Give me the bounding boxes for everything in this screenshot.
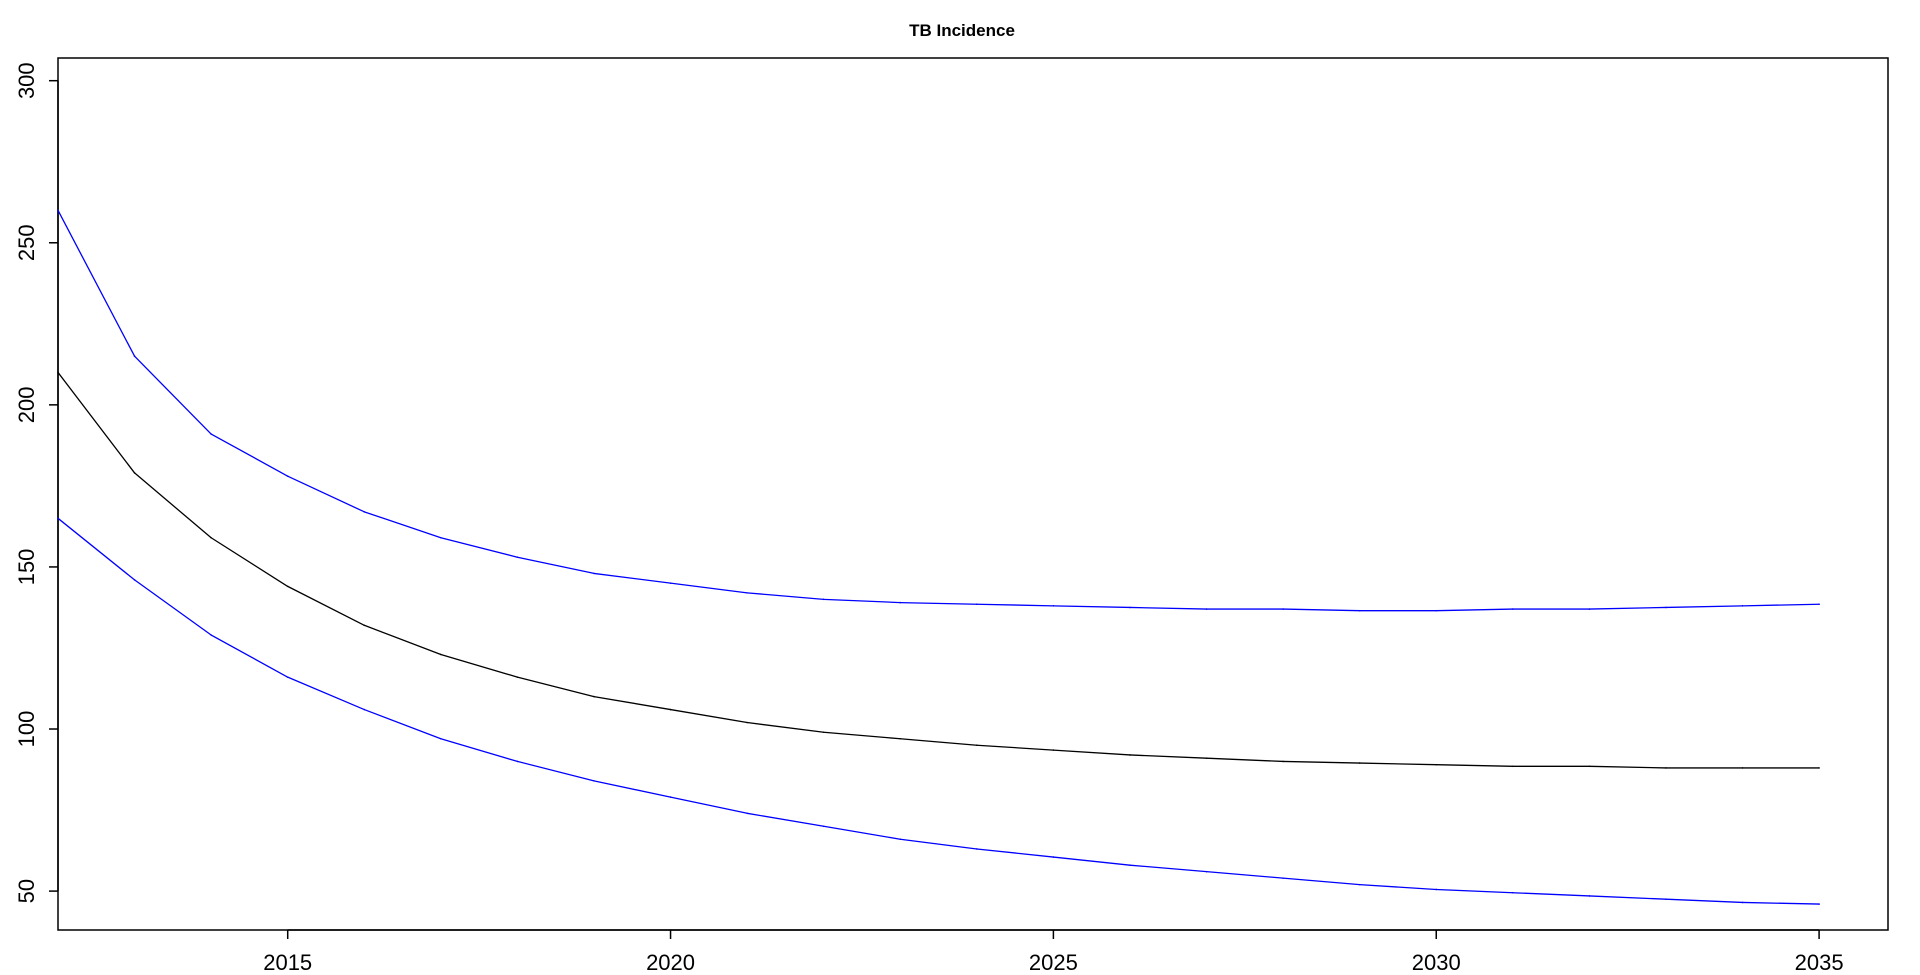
chart-title: TB Incidence xyxy=(909,21,1015,40)
y-tick-label: 200 xyxy=(14,386,39,423)
series-3-point xyxy=(1512,891,1514,894)
series-3-point xyxy=(1358,883,1361,886)
series-1-point xyxy=(669,582,672,584)
series-3-point xyxy=(822,825,825,828)
x-tick-label: 2020 xyxy=(646,950,695,975)
series-1-point xyxy=(976,603,978,606)
series-1-point xyxy=(1129,606,1131,609)
series-1-point xyxy=(1358,609,1361,612)
series-3-point xyxy=(516,760,519,763)
series-1-point xyxy=(1205,608,1208,610)
series-1-point xyxy=(516,556,519,559)
series-1-point xyxy=(1052,605,1055,607)
series-1-point xyxy=(57,209,59,212)
series-2-point xyxy=(516,676,519,678)
series-3-point xyxy=(1818,903,1820,905)
series-2-point xyxy=(746,721,748,724)
series-3-point xyxy=(976,848,978,850)
series-2-point xyxy=(822,731,825,734)
series-line-2 xyxy=(57,372,1820,769)
series-3-point xyxy=(57,517,59,520)
series-3-point xyxy=(1282,877,1284,879)
series-3-point xyxy=(899,838,902,841)
series-2-point xyxy=(1512,765,1514,768)
series-1-point xyxy=(363,511,366,513)
series-2-point xyxy=(57,371,59,374)
series-2-point xyxy=(1741,767,1744,769)
x-tick-label: 2025 xyxy=(1029,950,1078,975)
series-3-point xyxy=(1129,864,1131,866)
series-2-point xyxy=(363,624,366,627)
series-3-point xyxy=(593,780,595,782)
series-2-point xyxy=(1358,762,1361,764)
series-2-point xyxy=(1588,765,1591,768)
series-2-point xyxy=(593,695,595,698)
series-2-point xyxy=(1665,767,1667,769)
series-2-point xyxy=(976,744,978,747)
x-tick-label: 2035 xyxy=(1795,950,1844,975)
series-2-point xyxy=(286,585,289,588)
series-3-point xyxy=(1205,870,1208,873)
series-3-point xyxy=(440,737,442,740)
y-tick-label: 50 xyxy=(14,879,39,903)
y-axis: 50 100 150 200 250 300 xyxy=(14,62,59,903)
series-3-point xyxy=(669,796,672,798)
series-3-point xyxy=(1665,898,1667,901)
series-2-point xyxy=(1282,760,1284,763)
series-2-point xyxy=(1129,754,1131,756)
series-2-point xyxy=(1435,763,1438,766)
series-line-1 xyxy=(57,210,1820,612)
y-tick-label: 150 xyxy=(14,549,39,586)
series-3-point xyxy=(1588,895,1591,897)
series-1-point xyxy=(1588,608,1591,610)
y-tick-label: 300 xyxy=(14,62,39,99)
y-tick-label: 100 xyxy=(14,711,39,748)
series-3-point xyxy=(746,812,748,815)
series-2-point xyxy=(210,536,212,539)
series-1-point xyxy=(1741,605,1744,607)
series-1-point xyxy=(440,536,442,539)
series-2-point xyxy=(1818,767,1820,769)
series-3-point xyxy=(1052,856,1055,858)
series-1-point xyxy=(1818,603,1820,606)
series-3-point xyxy=(210,634,212,636)
series-1-point xyxy=(899,601,902,604)
x-tick-label: 2030 xyxy=(1412,950,1461,975)
series-2-point xyxy=(133,472,136,474)
series-2-point xyxy=(1052,749,1055,751)
series-3-point xyxy=(1741,901,1744,904)
y-tick-label: 250 xyxy=(14,224,39,261)
series-1-point xyxy=(286,475,289,477)
series-1-point xyxy=(1282,608,1284,610)
series-3-point xyxy=(286,676,289,678)
series-1-point xyxy=(133,355,136,358)
series-2-point xyxy=(1205,757,1208,759)
x-tick-label: 2015 xyxy=(263,950,312,975)
series-1-point xyxy=(210,433,212,435)
series-1-point xyxy=(1435,609,1438,612)
series-2-point xyxy=(440,653,442,656)
x-axis: 2015 2020 2025 2030 2035 xyxy=(263,929,1844,975)
series-2-point xyxy=(899,737,902,740)
series-1-point xyxy=(1665,606,1667,609)
series-1-point xyxy=(1512,608,1514,610)
series-1-point xyxy=(746,592,748,594)
series-line-3 xyxy=(57,517,1820,905)
series-3-point xyxy=(133,579,136,581)
series-1-point xyxy=(593,572,595,575)
series-3-point xyxy=(363,708,366,711)
series-2-point xyxy=(669,708,672,711)
series-1-point xyxy=(822,598,825,601)
plot-frame xyxy=(57,57,1889,931)
series-3-point xyxy=(1435,888,1438,891)
series-layer xyxy=(57,209,1820,905)
